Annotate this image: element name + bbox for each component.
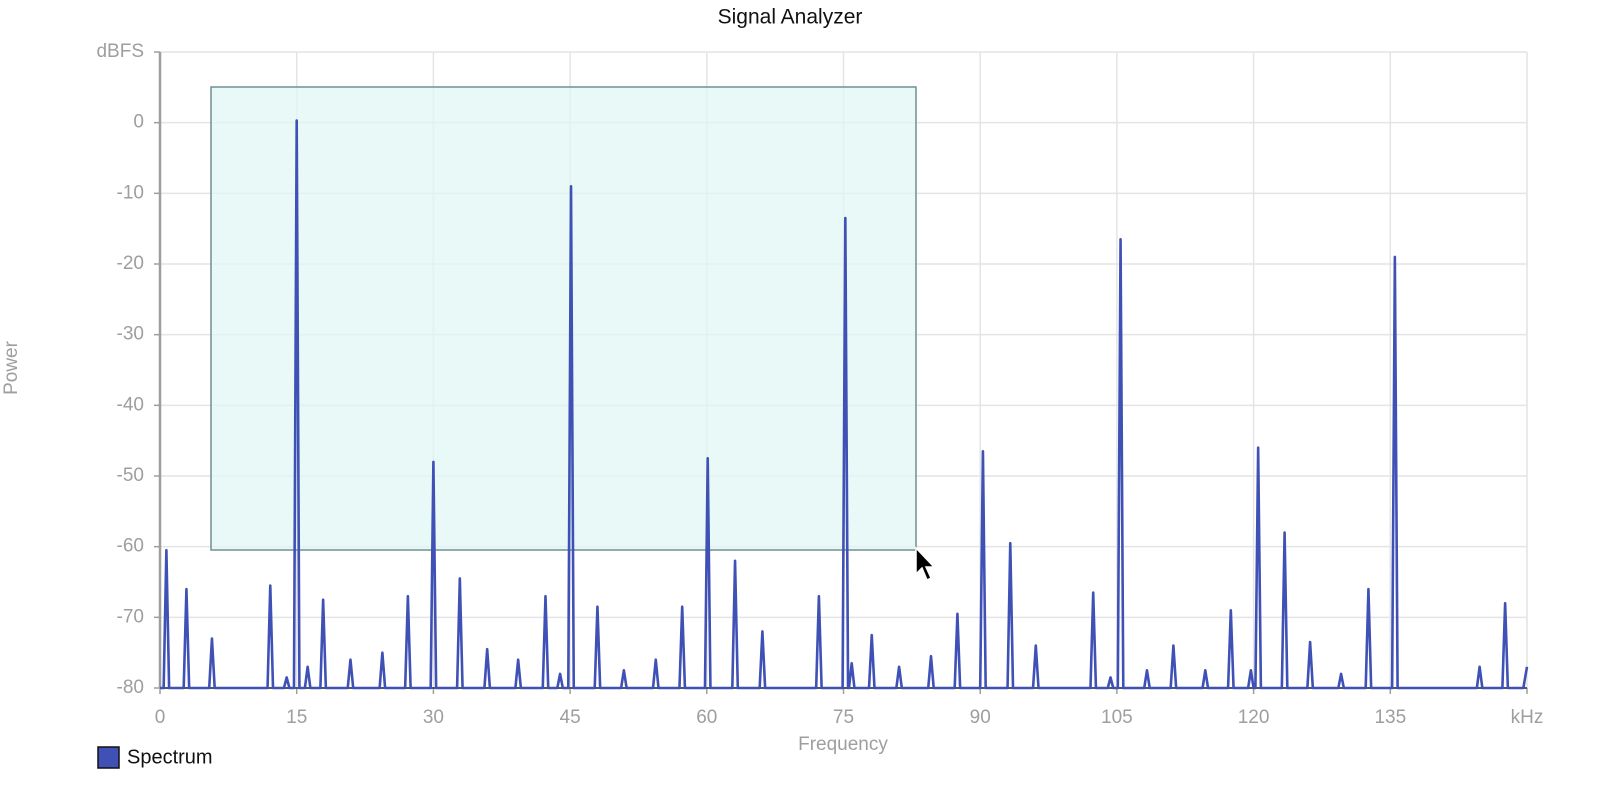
y-tick-label: -20: [117, 253, 144, 274]
y-tick-label: -30: [117, 324, 144, 345]
plot-area: [160, 119, 1529, 690]
x-tick-label: 105: [1101, 707, 1133, 728]
x-axis-title: Frequency: [798, 734, 888, 755]
mouse-cursor: [915, 546, 936, 582]
y-tick-label: -80: [117, 677, 144, 698]
x-tick-label: 15: [286, 707, 307, 728]
x-tick-label: 90: [970, 707, 991, 728]
y-tick-label: -70: [117, 606, 144, 627]
legend-swatch[interactable]: [97, 746, 120, 769]
x-tick-label: 0: [155, 707, 166, 728]
y-tick-label: -10: [117, 182, 144, 203]
chart-title: Signal Analyzer: [718, 6, 863, 29]
x-tick-label: 45: [560, 707, 581, 728]
legend-label[interactable]: Spectrum: [127, 746, 213, 768]
y-tick-label: -50: [117, 465, 144, 486]
x-tick-label: 30: [423, 707, 444, 728]
spectrum-line: [160, 119, 1529, 690]
y-axis-title: Power: [1, 340, 22, 395]
legend[interactable]: Spectrum: [97, 746, 213, 769]
zoom-selection: [210, 86, 917, 551]
y-tick-label: -40: [117, 394, 144, 415]
y-tick-label: -60: [117, 536, 144, 557]
x-tick-label: 135: [1374, 707, 1406, 728]
y-tick-label: 0: [133, 112, 144, 133]
x-tick-label: 60: [696, 707, 717, 728]
y-tick-label: dBFS: [96, 41, 144, 62]
x-tick-label: 120: [1238, 707, 1270, 728]
x-tick-label: kHz: [1511, 707, 1544, 728]
x-tick-label: 75: [833, 707, 854, 728]
